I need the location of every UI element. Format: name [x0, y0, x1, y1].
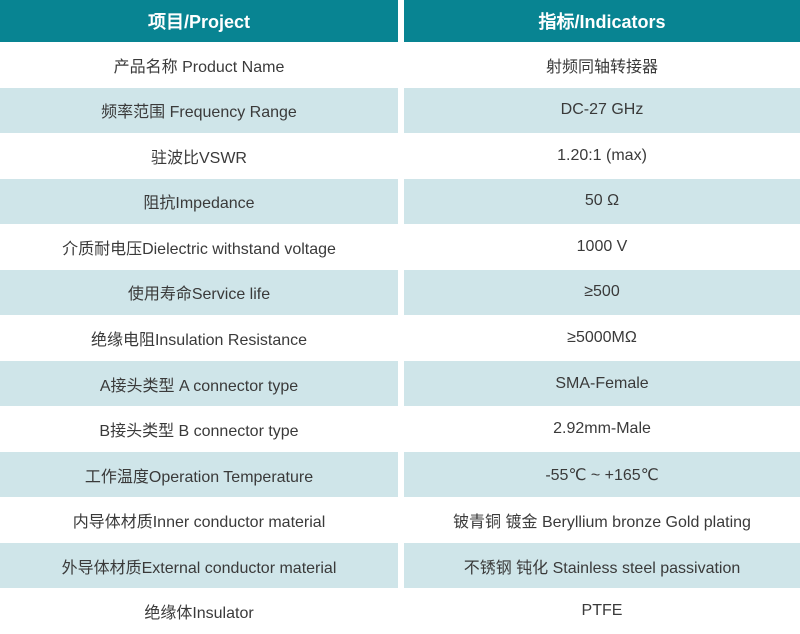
- spec-row-value: 2.92mm-Male: [404, 406, 800, 452]
- header-project-cell: 项目/Project: [0, 0, 398, 42]
- spec-row-label: 工作温度Operation Temperature: [0, 451, 398, 498]
- spec-row-label: B接头类型 B connector type: [0, 406, 398, 452]
- spec-row-value: ≥500: [404, 269, 800, 316]
- spec-row-label: 绝缘电阻Insulation Resistance: [0, 315, 398, 361]
- spec-row-label: 驻波比VSWR: [0, 133, 398, 179]
- column-divider: [398, 406, 404, 452]
- spec-row-label: A接头类型 A connector type: [0, 360, 398, 407]
- spec-row-value: 不锈钢 钝化 Stainless steel passivation: [404, 542, 800, 589]
- spec-row-value: -55℃ ~ +165℃: [404, 451, 800, 498]
- spec-row-value: 1000 V: [404, 224, 800, 270]
- column-divider: [398, 542, 404, 589]
- column-divider: [398, 451, 404, 498]
- spec-row-label: 介质耐电压Dielectric withstand voltage: [0, 224, 398, 270]
- spec-row-value: SMA-Female: [404, 360, 800, 407]
- column-divider: [398, 224, 404, 270]
- spec-row-value: PTFE: [404, 588, 800, 634]
- spec-row-label: 绝缘体Insulator: [0, 588, 398, 634]
- spec-row-value: ≥5000MΩ: [404, 315, 800, 361]
- column-divider: [398, 588, 404, 634]
- spec-row-label: 使用寿命Service life: [0, 269, 398, 316]
- spec-row-label: 产品名称 Product Name: [0, 42, 398, 88]
- column-divider: [398, 133, 404, 179]
- spec-row-value: 射频同轴转接器: [404, 42, 800, 88]
- spec-row-label: 外导体材质External conductor material: [0, 542, 398, 589]
- spec-row-value: DC-27 GHz: [404, 87, 800, 134]
- spec-row-label: 阻抗Impedance: [0, 178, 398, 225]
- column-divider: [398, 0, 404, 42]
- column-divider: [398, 315, 404, 361]
- spec-row-value: 铍青铜 镀金 Beryllium bronze Gold plating: [404, 497, 800, 543]
- column-divider: [398, 497, 404, 543]
- column-divider: [398, 178, 404, 225]
- column-divider: [398, 42, 404, 88]
- spec-row-value: 50 Ω: [404, 178, 800, 225]
- column-divider: [398, 269, 404, 316]
- spec-row-value: 1.20:1 (max): [404, 133, 800, 179]
- spec-row-label: 频率范围 Frequency Range: [0, 87, 398, 134]
- spec-row-label: 内导体材质Inner conductor material: [0, 497, 398, 543]
- column-divider: [398, 360, 404, 407]
- header-indicators-cell: 指标/Indicators: [404, 0, 800, 42]
- column-divider: [398, 87, 404, 134]
